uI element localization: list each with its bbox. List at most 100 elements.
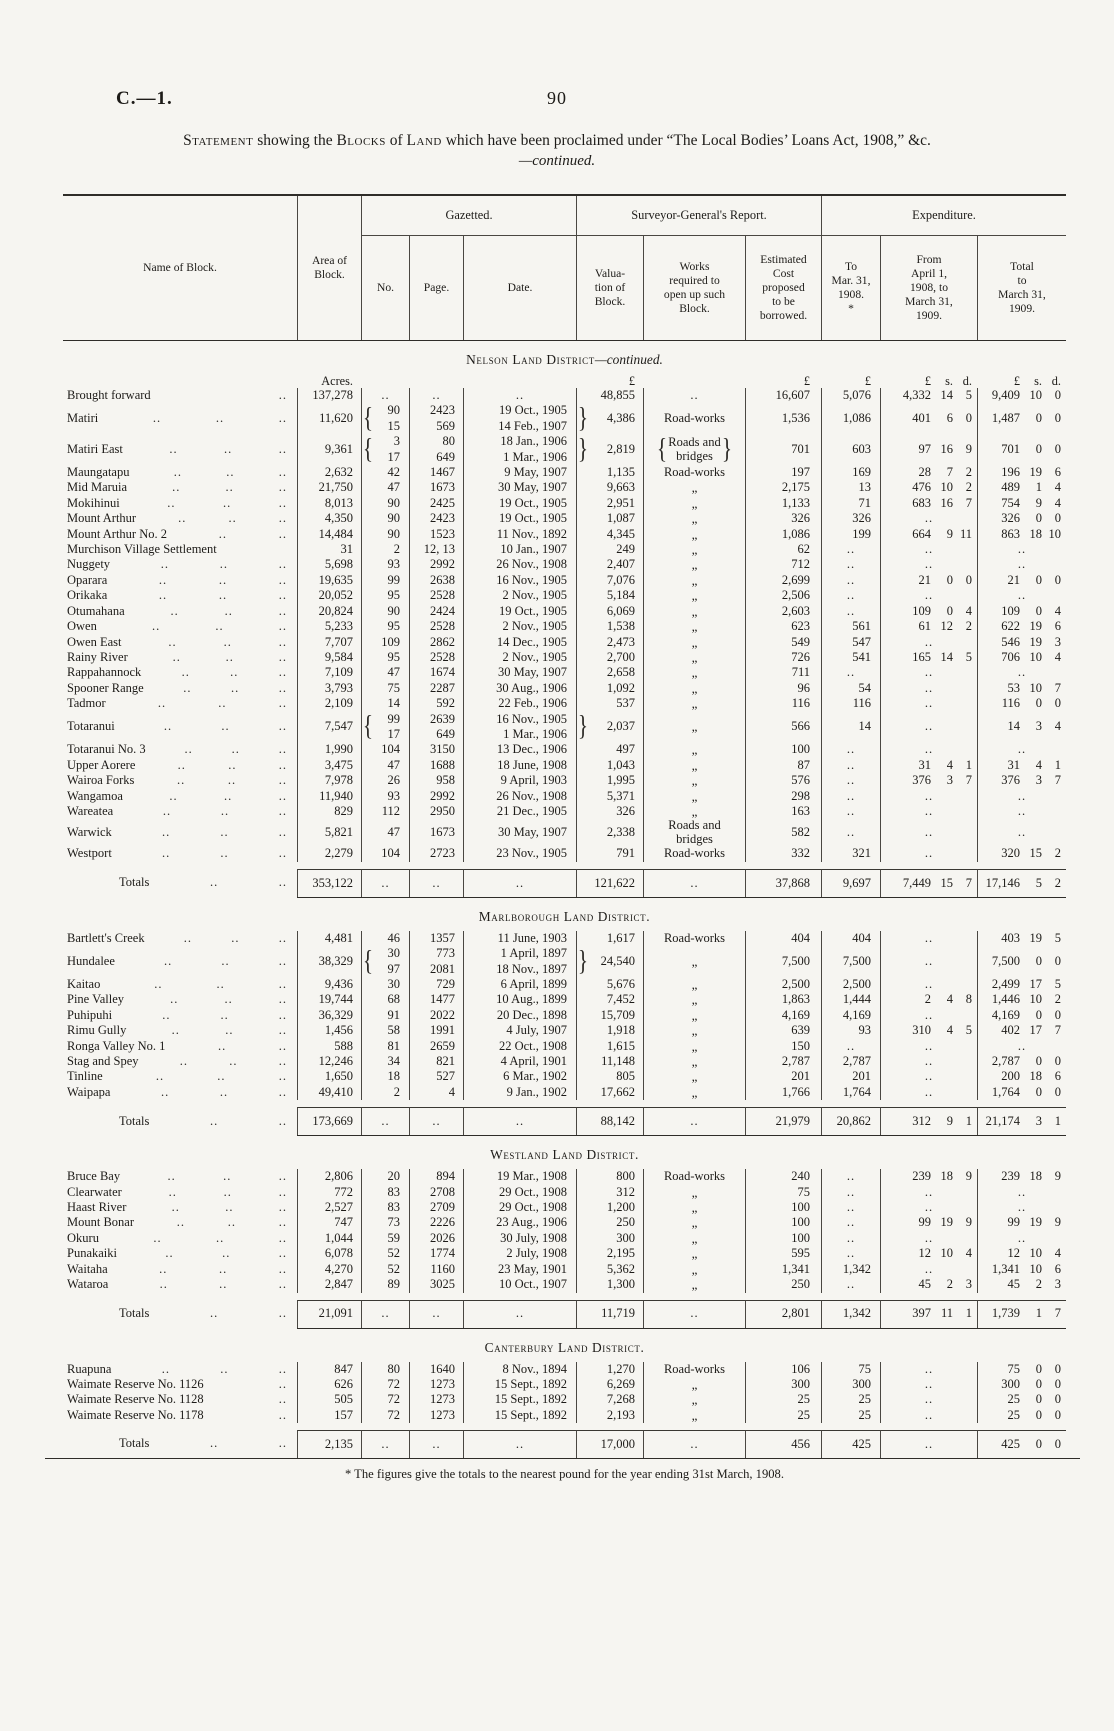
cell-expenditure-total: 1,446 10 2	[977, 992, 1066, 1008]
table-row: Pine Valley...... 19,744 68 1477 10 Aug., 18…	[63, 992, 1066, 1008]
cell-expenditure-1908-09: ..	[880, 1007, 977, 1024]
cell-area: 1,044	[297, 1230, 361, 1247]
cell-works-required: „	[643, 757, 745, 774]
table-row: Murchison Village Settlement 31 2 12, 13 10 …	[63, 542, 1066, 558]
cell-expenditure-total: 25 0 0	[977, 1407, 1066, 1424]
cell-estimated-cost: 25	[745, 1392, 821, 1408]
cell-expenditure-1908-09: 476 10 2	[880, 480, 977, 496]
cell-totals-page: ..	[409, 1430, 463, 1459]
totals-row: Totals.... 173,669...... 88,142.. 21,979 20,…	[63, 1107, 1066, 1136]
cell-expenditure-to-mar-1908: 2,787	[821, 1054, 880, 1070]
cell-gazette-date: 10 Aug., 1899	[463, 992, 576, 1008]
cell-area: 20,052	[297, 588, 361, 604]
cell-expenditure-total: 1,764 0 0	[977, 1084, 1066, 1101]
table-row: Totaranui...... 7,547{99 17 2639 649 16 Nov.,…	[63, 711, 1066, 743]
cell-gazette-date: 30 May, 1907	[463, 819, 576, 847]
cell-totals-area: 21,091	[297, 1299, 361, 1328]
cell-works-required: Road-works	[643, 1169, 745, 1185]
cell-expenditure-1908-09: ..	[880, 788, 977, 804]
cell-valuation: 6,069	[576, 603, 643, 620]
cell-gazette-date: 29 Oct., 1908	[463, 1184, 576, 1201]
cell-works-required: „	[643, 1054, 745, 1070]
cell-area: 12,246	[297, 1054, 361, 1070]
cell-expenditure-total: ..	[977, 1230, 1066, 1247]
table-row: Wairoa Forks...... 7,978 26 958 9 April, 190…	[63, 773, 1066, 789]
cell-block-name: Waimate Reserve No. 1178..	[67, 1407, 287, 1422]
cell-expenditure-total: 53 10 7	[977, 680, 1066, 697]
cell-gazette-page: 1774	[409, 1246, 463, 1262]
table-row: Bartlett's Creek...... 4,481 46 1357 11 June…	[63, 930, 1066, 947]
cell-gazette-no: 58	[361, 1023, 409, 1039]
table-row: Hundalee...... 38,329{30 97 773 2081 1 April,…	[63, 946, 1066, 977]
left-brace: {	[362, 434, 374, 466]
cell-expenditure-total: ..	[977, 1184, 1066, 1201]
table-row: Waipapa...... 49,410 2 4 9 Jan., 1902 17,662 „…	[63, 1084, 1066, 1101]
col-header-name: Name of Block.	[143, 260, 217, 274]
col-header-valuation: Valua- tion of Block.	[576, 236, 643, 340]
table-row: Totaranui No. 3...... 1,990 104 3150 13 Dec.…	[63, 742, 1066, 758]
cell-gazette-no: {30 97	[361, 946, 409, 977]
cell-expenditure-1908-09: 31 4 1	[880, 757, 977, 774]
cell-expenditure-1908-09: ..	[880, 511, 977, 527]
units-pounds: £	[628, 374, 635, 388]
cell-block-name: Owen......	[67, 619, 287, 634]
cell-works-required: „	[643, 665, 745, 681]
cell-gazette-page: ..	[409, 388, 463, 404]
cell-estimated-cost: 2,506	[745, 588, 821, 604]
col-group-expenditure: Expenditure.	[821, 196, 1066, 236]
right-brace: }	[577, 403, 589, 435]
cell-valuation: } 24,540	[576, 946, 643, 977]
cell-works-required: „	[643, 1184, 745, 1201]
col-header-date: Date.	[463, 236, 576, 340]
closing-rule	[45, 1458, 1080, 1460]
cell-expenditure-to-mar-1908: 547	[821, 634, 880, 650]
cell-gazette-page: 729	[409, 977, 463, 993]
cell-block-name: Oparara......	[67, 572, 287, 587]
cell-block-name: Warwick......	[67, 825, 287, 840]
cell-works-required: „	[643, 542, 745, 558]
cell-block-name: Pine Valley......	[67, 992, 287, 1007]
cell-expenditure-total: 376 3 7	[977, 773, 1066, 789]
table-row: Matiri...... 11,620{90 15 2423 569 19 Oct., 1…	[63, 403, 1066, 435]
cell-expenditure-to-mar-1908: 71	[821, 495, 880, 512]
cell-expenditure-total: 706 10 4	[977, 649, 1066, 666]
units-pounds: £	[864, 374, 871, 388]
table-row: Waitaha...... 4,270 52 1160 23 May, 1901 5,36…	[63, 1261, 1066, 1278]
cell-valuation: 497	[576, 742, 643, 758]
cell-area: 8,013	[297, 495, 361, 512]
cell-gazette-no: 81	[361, 1038, 409, 1055]
cell-estimated-cost: 566	[745, 711, 821, 743]
cell-estimated-cost: 150	[745, 1038, 821, 1055]
cell-area: 847	[297, 1361, 361, 1377]
cell-gazette-no: 90	[361, 511, 409, 527]
cell-gazette-page: 4	[409, 1084, 463, 1101]
cell-block-name: Matiri East......	[67, 441, 287, 456]
cell-gazette-no: 104	[361, 846, 409, 862]
cell-estimated-cost: 25	[745, 1407, 821, 1424]
table-row: Stag and Spey...... 12,246 34 821 4 April, 1…	[63, 1054, 1066, 1070]
section-rule	[297, 1135, 1066, 1137]
cell-valuation: 250	[576, 1215, 643, 1231]
cell-expenditure-1908-09: ..	[880, 1376, 977, 1393]
cell-estimated-cost: 623	[745, 619, 821, 635]
cell-estimated-cost: 240	[745, 1169, 821, 1185]
cell-expenditure-total: 863 18 10	[977, 526, 1066, 543]
cell-gazette-date: 2 Nov., 1905	[463, 588, 576, 604]
cell-valuation: 5,362	[576, 1261, 643, 1278]
cell-expenditure-1908-09: 99 19 9	[880, 1215, 977, 1231]
col-header-works: Works required to open up such Block.	[643, 236, 745, 340]
cell-estimated-cost: 4,169	[745, 1007, 821, 1024]
cell-expenditure-total: 546 19 3	[977, 634, 1066, 650]
section-rows: Bruce Bay...... 2,806 20 894 19 Mar., 1908 80…	[63, 1169, 1066, 1328]
cell-area: 3,793	[297, 680, 361, 697]
cell-works-required: „	[643, 711, 745, 743]
cell-area: 7,707	[297, 634, 361, 650]
cell-block-name: Ronga Valley No. 1....	[67, 1038, 287, 1053]
cell-works-required: „	[643, 977, 745, 993]
cell-estimated-cost: 639	[745, 1023, 821, 1039]
cell-area: 588	[297, 1038, 361, 1055]
cell-gazette-page: 527	[409, 1069, 463, 1085]
cell-area: 20,824	[297, 603, 361, 620]
cell-works-required: „	[643, 1261, 745, 1278]
page-number: 90	[547, 88, 567, 108]
